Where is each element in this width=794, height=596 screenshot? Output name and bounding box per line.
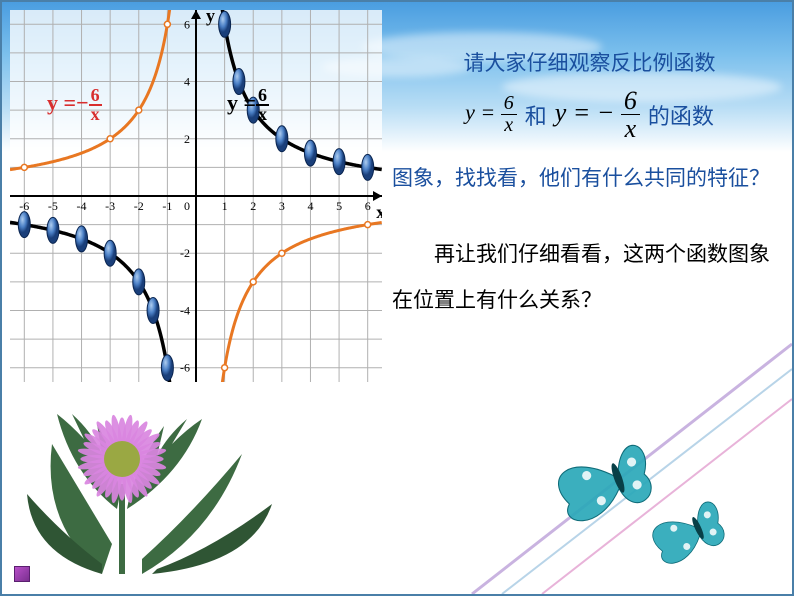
title-line: 请大家仔细观察反比例函数 bbox=[392, 47, 787, 77]
svg-text:0: 0 bbox=[184, 199, 190, 213]
svg-text:x: x bbox=[376, 202, 382, 222]
svg-text:y: y bbox=[206, 10, 215, 26]
coordinate-graph: -6-5-4-3-2-1123456-6-4-22460xy bbox=[10, 10, 382, 382]
svg-text:4: 4 bbox=[184, 75, 190, 89]
svg-text:2: 2 bbox=[184, 132, 190, 146]
formula-1: y = 6x bbox=[465, 93, 517, 136]
svg-text:1: 1 bbox=[222, 199, 228, 213]
svg-text:-3: -3 bbox=[105, 199, 115, 213]
paragraph-2: 再让我们仔细看看，这两个函数图象在位置上有什么关系？ bbox=[392, 231, 787, 323]
svg-text:5: 5 bbox=[336, 199, 342, 213]
suffix-text: 的函数 bbox=[648, 99, 714, 131]
svg-text:-6: -6 bbox=[19, 199, 29, 213]
svg-text:2: 2 bbox=[250, 199, 256, 213]
svg-text:3: 3 bbox=[279, 199, 285, 213]
svg-text:-1: -1 bbox=[162, 199, 172, 213]
text-block: 请大家仔细观察反比例函数 y = 6x 和 y = − 6x 的函数 图象，找找… bbox=[392, 47, 787, 323]
svg-text:-2: -2 bbox=[180, 246, 190, 260]
svg-text:6: 6 bbox=[184, 17, 190, 31]
flower-head bbox=[77, 414, 167, 504]
formula-2: y = − 6x bbox=[555, 87, 640, 143]
butterfly-decoration bbox=[392, 294, 792, 594]
graph-svg: -6-5-4-3-2-1123456-6-4-22460xy bbox=[10, 10, 382, 382]
svg-text:-5: -5 bbox=[48, 199, 58, 213]
paragraph-1: 图象，找找看，他们有什么共同的特征？ bbox=[392, 155, 787, 201]
flower-decoration bbox=[22, 344, 282, 584]
curve-label-pos: y =6x bbox=[227, 87, 269, 123]
svg-text:4: 4 bbox=[307, 199, 313, 213]
svg-text:-4: -4 bbox=[180, 303, 190, 317]
and-text: 和 bbox=[525, 99, 547, 131]
curve-label-neg: y =−6x bbox=[47, 87, 102, 123]
formula-line: y = 6x 和 y = − 6x 的函数 bbox=[392, 87, 787, 143]
page-marker-icon bbox=[14, 566, 30, 582]
svg-text:-4: -4 bbox=[77, 199, 87, 213]
svg-text:6: 6 bbox=[365, 199, 371, 213]
svg-text:-2: -2 bbox=[134, 199, 144, 213]
